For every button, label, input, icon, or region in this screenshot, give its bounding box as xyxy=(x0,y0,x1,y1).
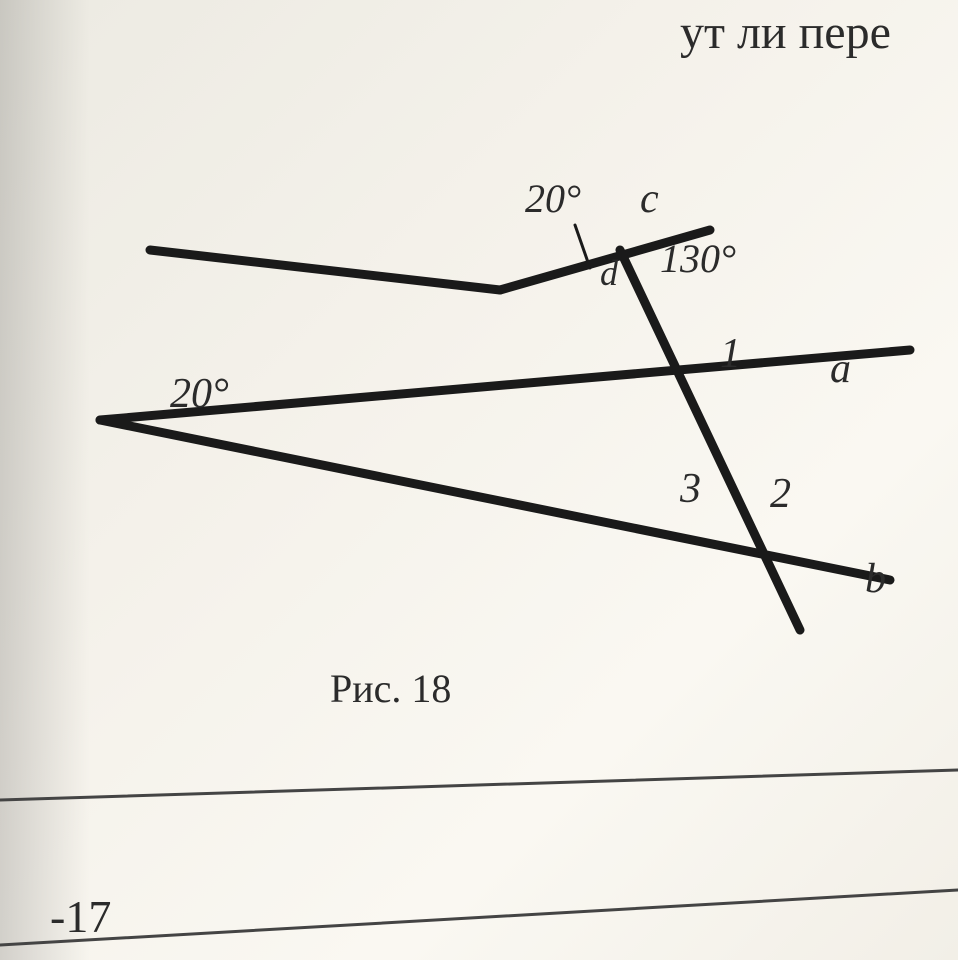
label-20-top: 20° xyxy=(525,175,581,222)
page: ут ли пере 20° c d 130° 20° 1 a 3 2 b Ри… xyxy=(0,0,958,960)
figure-caption: Рис. 18 xyxy=(330,665,451,712)
label-angle-1: 1 xyxy=(720,330,741,378)
label-angle-3: 3 xyxy=(680,465,701,513)
page-rule-2 xyxy=(0,890,958,945)
angle-tick-20 xyxy=(575,225,590,268)
page-rule-1 xyxy=(0,770,958,800)
label-b: b xyxy=(865,555,886,603)
label-c: c xyxy=(640,175,659,223)
line-c-seg1 xyxy=(150,250,500,290)
bottom-number: -17 xyxy=(50,890,111,943)
line-d xyxy=(620,250,800,630)
label-a: a xyxy=(830,345,851,393)
geometry-svg xyxy=(0,0,958,960)
label-d: d xyxy=(600,252,618,294)
label-130: 130° xyxy=(660,235,736,282)
label-20-left: 20° xyxy=(170,370,229,418)
label-angle-2: 2 xyxy=(770,470,791,518)
